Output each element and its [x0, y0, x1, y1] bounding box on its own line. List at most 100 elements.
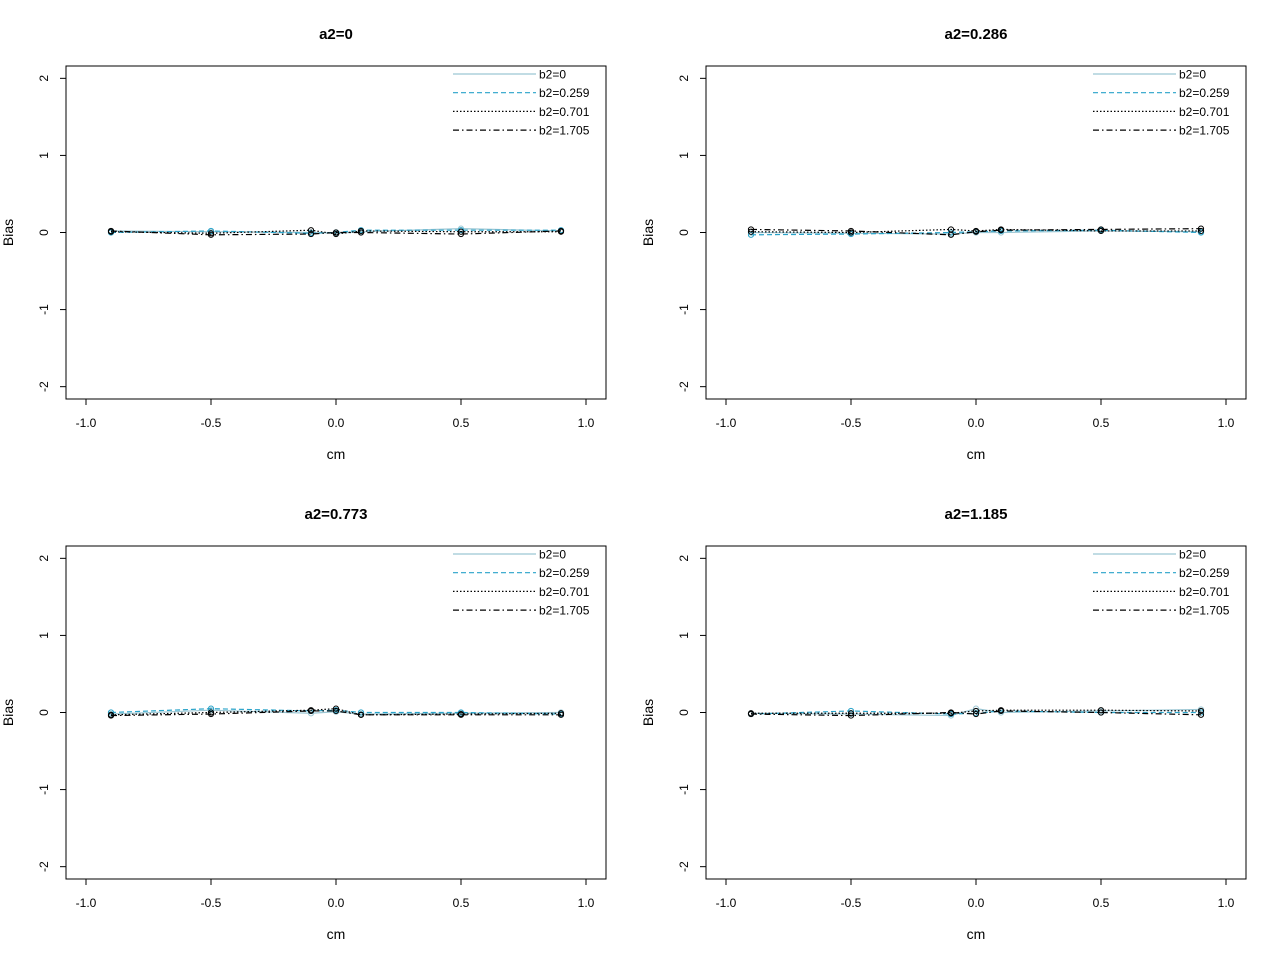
legend-label: b2=0	[1179, 548, 1206, 562]
data-point	[847, 707, 855, 715]
data-point	[307, 707, 315, 715]
y-axis-label: Bias	[640, 699, 656, 726]
chart-panel-1: a2=0 -1.0 -0.5 0.0 0.5 1.0 -2 -1 0 1 2 cm Bias b2=0 b2…	[0, 26, 607, 462]
data-point	[107, 712, 115, 719]
x-tick-label: 1.0	[578, 896, 595, 910]
series-line-4	[750, 710, 1202, 717]
x-tick-label: -0.5	[841, 896, 862, 910]
x-axis-label: cm	[967, 446, 986, 462]
chart-title: a2=0	[319, 26, 353, 43]
x-tick-label: 0.0	[328, 416, 345, 430]
series-line-4	[110, 710, 561, 717]
data-point	[747, 228, 755, 235]
data-point	[1197, 227, 1205, 235]
data-point	[557, 227, 565, 235]
y-tick-label: 1	[37, 632, 51, 639]
data-point	[747, 226, 755, 233]
x-tick-label: 1.0	[1218, 416, 1235, 430]
chart-title: a2=1.185	[945, 506, 1008, 523]
data-point	[557, 711, 565, 718]
x-tick-label: 0.5	[1093, 896, 1110, 910]
y-tick-label: 1	[37, 152, 51, 159]
data-point	[997, 227, 1005, 234]
y-tick-label: 0	[677, 229, 691, 236]
legend-label: b2=0.259	[539, 86, 590, 100]
x-tick-label: -1.0	[716, 416, 737, 430]
x-tick-label: 0.5	[453, 416, 470, 430]
x-tick-label: -0.5	[201, 416, 222, 430]
data-point	[1097, 707, 1105, 714]
y-tick-label: 0	[37, 229, 51, 236]
x-tick-label: 0.0	[968, 416, 985, 430]
chart-panel-4: a2=1.185 -1.0 -0.5 0.0 0.5 1.0 -2 -1 0 1 2 cm Bias b2…	[640, 506, 1247, 942]
y-tick-label: 0	[677, 709, 691, 716]
chart-title: a2=0.286	[945, 26, 1008, 43]
legend-label: b2=0.259	[1179, 566, 1230, 580]
y-tick-label: -2	[37, 381, 51, 392]
legend-label: b2=0.701	[539, 105, 590, 119]
legend-label: b2=1.705	[1179, 604, 1230, 618]
chart-title: a2=0.773	[305, 506, 368, 523]
y-tick-label: 2	[677, 75, 691, 82]
series-line-4	[110, 230, 562, 236]
data-point	[847, 227, 855, 235]
data-point	[1197, 707, 1205, 715]
legend-label: b2=1.705	[539, 124, 590, 138]
data-point	[357, 229, 365, 236]
data-point	[947, 231, 955, 238]
x-tick-label: 0.0	[968, 896, 985, 910]
data-point	[457, 230, 465, 238]
data-point	[207, 227, 215, 235]
data-point	[972, 710, 980, 718]
data-point	[1197, 225, 1205, 232]
data-point	[307, 230, 315, 238]
data-point	[357, 709, 365, 716]
legend-label: b2=0.259	[539, 566, 590, 580]
data-point	[972, 228, 980, 235]
data-point	[307, 227, 315, 234]
legend-label: b2=0	[1179, 68, 1206, 82]
y-tick-label: -1	[677, 784, 691, 795]
data-point	[1097, 226, 1105, 233]
series-line-4	[750, 228, 1202, 236]
x-tick-label: -1.0	[716, 896, 737, 910]
x-tick-label: 1.0	[578, 416, 595, 430]
data-point	[747, 710, 755, 718]
x-tick-label: -1.0	[76, 416, 97, 430]
chart-panel-2: a2=0.286 -1.0 -0.5 0.0 0.5 1.0 -2 -1 0 1 2 cm Bias b2…	[640, 26, 1247, 462]
x-tick-label: 0.5	[453, 896, 470, 910]
y-tick-label: -2	[677, 381, 691, 392]
x-tick-label: -0.5	[201, 896, 222, 910]
data-point	[207, 231, 215, 238]
data-point	[332, 707, 340, 715]
x-tick-label: -1.0	[76, 896, 97, 910]
y-tick-label: -1	[37, 304, 51, 315]
x-axis-label: cm	[967, 926, 986, 942]
data-point	[107, 227, 115, 235]
data-point	[457, 228, 465, 235]
legend-label: b2=0.701	[1179, 585, 1230, 599]
legend-label: b2=0	[539, 68, 566, 82]
x-axis-label: cm	[327, 446, 346, 462]
legend-label: b2=1.705	[539, 604, 590, 618]
data-point	[997, 707, 1005, 715]
x-tick-label: 1.0	[1218, 896, 1235, 910]
y-tick-label: -1	[677, 304, 691, 315]
y-tick-label: 0	[37, 709, 51, 716]
x-axis-label: cm	[327, 926, 346, 942]
y-tick-label: -2	[677, 861, 691, 872]
data-point	[457, 711, 465, 718]
data-point	[357, 711, 365, 718]
y-tick-label: 1	[677, 632, 691, 639]
y-axis-label: Bias	[0, 699, 16, 726]
legend-label: b2=0.259	[1179, 86, 1230, 100]
chart-panel-3: a2=0.773 -1.0 -0.5 0.0 0.5 1.0 -2 -1 0 1 2 cm Bias b2…	[0, 506, 607, 942]
data-point	[207, 710, 215, 718]
data-point	[332, 229, 340, 236]
series-line-3	[750, 228, 1201, 234]
legend-label: b2=1.705	[1179, 124, 1230, 138]
legend-label: b2=0.701	[539, 585, 590, 599]
data-point	[1197, 711, 1205, 718]
legend-label: b2=0	[539, 548, 566, 562]
